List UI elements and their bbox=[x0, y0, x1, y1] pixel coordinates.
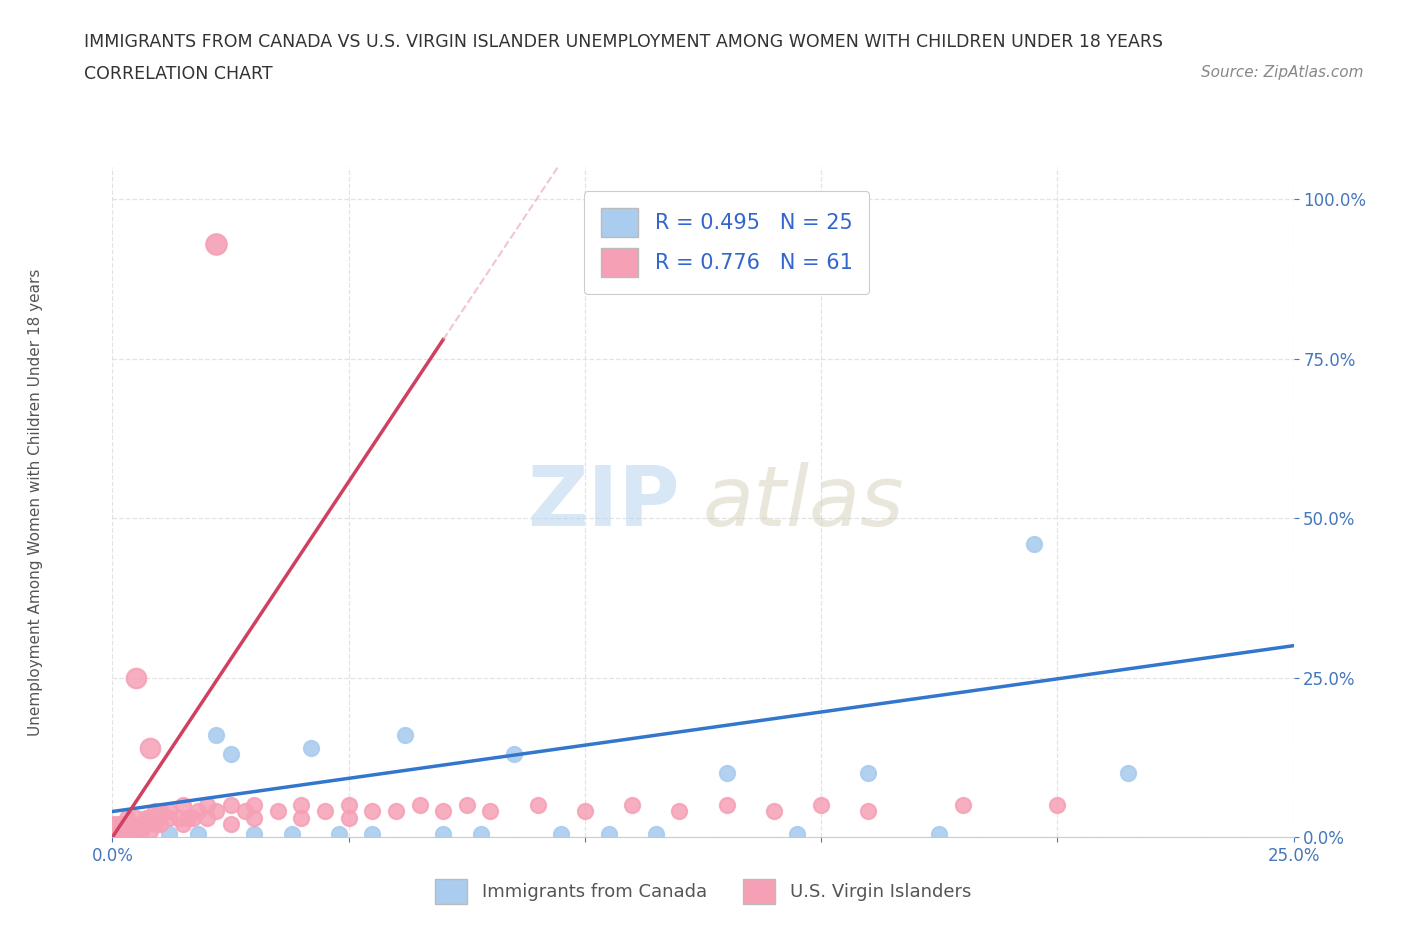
Point bbox=[172, 817, 194, 831]
Point bbox=[385, 804, 408, 819]
Text: CORRELATION CHART: CORRELATION CHART bbox=[84, 65, 273, 83]
Point bbox=[205, 804, 228, 819]
Point bbox=[432, 827, 454, 842]
Point bbox=[111, 817, 134, 831]
Point bbox=[550, 827, 572, 842]
Point bbox=[394, 727, 416, 742]
Point bbox=[1116, 765, 1139, 780]
Point bbox=[361, 804, 384, 819]
Point bbox=[129, 817, 152, 831]
Point bbox=[125, 823, 148, 838]
Point bbox=[716, 798, 738, 813]
Point bbox=[716, 765, 738, 780]
Point bbox=[219, 817, 242, 831]
Point bbox=[101, 817, 124, 831]
Point bbox=[337, 810, 360, 825]
Point bbox=[574, 804, 596, 819]
Point bbox=[139, 810, 162, 825]
Point bbox=[101, 827, 124, 842]
Point bbox=[810, 798, 832, 813]
Point bbox=[479, 804, 502, 819]
Point bbox=[290, 810, 312, 825]
Point bbox=[139, 810, 162, 825]
Point bbox=[219, 747, 242, 762]
Point bbox=[408, 798, 430, 813]
Point bbox=[233, 804, 256, 819]
Point bbox=[621, 798, 644, 813]
Point bbox=[143, 804, 166, 819]
Point bbox=[243, 798, 266, 813]
Point bbox=[328, 827, 350, 842]
Point bbox=[503, 747, 526, 762]
Text: atlas: atlas bbox=[703, 461, 904, 543]
Point bbox=[456, 798, 478, 813]
Point bbox=[952, 798, 974, 813]
Point bbox=[111, 823, 134, 838]
Point bbox=[135, 817, 157, 831]
Point bbox=[205, 236, 228, 251]
Point bbox=[299, 740, 322, 755]
Point bbox=[120, 817, 142, 831]
Point bbox=[314, 804, 336, 819]
Point bbox=[105, 817, 128, 831]
Point bbox=[786, 827, 808, 842]
Point bbox=[195, 810, 218, 825]
Point bbox=[149, 817, 172, 831]
Point bbox=[337, 798, 360, 813]
Point bbox=[432, 804, 454, 819]
Point bbox=[1022, 537, 1045, 551]
Point bbox=[167, 810, 190, 825]
Point bbox=[177, 810, 200, 825]
Point bbox=[115, 823, 138, 838]
Point bbox=[186, 804, 208, 819]
Point bbox=[125, 823, 148, 838]
Point bbox=[1046, 798, 1069, 813]
Text: Unemployment Among Women with Children Under 18 years: Unemployment Among Women with Children U… bbox=[28, 269, 42, 736]
Point bbox=[157, 827, 180, 842]
Legend: R = 0.495   N = 25, R = 0.776   N = 61: R = 0.495 N = 25, R = 0.776 N = 61 bbox=[583, 192, 869, 294]
Point bbox=[644, 827, 666, 842]
Point bbox=[135, 810, 157, 825]
Point bbox=[157, 804, 180, 819]
Text: IMMIGRANTS FROM CANADA VS U.S. VIRGIN ISLANDER UNEMPLOYMENT AMONG WOMEN WITH CHI: IMMIGRANTS FROM CANADA VS U.S. VIRGIN IS… bbox=[84, 33, 1163, 50]
Point bbox=[172, 798, 194, 813]
Point bbox=[526, 798, 548, 813]
Point bbox=[139, 823, 162, 838]
Point bbox=[181, 810, 204, 825]
Point bbox=[361, 827, 384, 842]
Point bbox=[668, 804, 690, 819]
Point bbox=[205, 727, 228, 742]
Point bbox=[120, 823, 142, 838]
Point bbox=[111, 817, 134, 831]
Point bbox=[762, 804, 785, 819]
Point bbox=[928, 827, 950, 842]
Text: ZIP: ZIP bbox=[527, 461, 679, 543]
Point bbox=[267, 804, 290, 819]
Point bbox=[143, 817, 166, 831]
Point bbox=[290, 798, 312, 813]
Point bbox=[195, 798, 218, 813]
Text: Source: ZipAtlas.com: Source: ZipAtlas.com bbox=[1201, 65, 1364, 80]
Point bbox=[125, 671, 148, 685]
Point bbox=[219, 798, 242, 813]
Point bbox=[157, 810, 180, 825]
Legend: Immigrants from Canada, U.S. Virgin Islanders: Immigrants from Canada, U.S. Virgin Isla… bbox=[427, 871, 979, 911]
Point bbox=[281, 827, 304, 842]
Point bbox=[139, 740, 162, 755]
Point bbox=[470, 827, 492, 842]
Point bbox=[186, 827, 208, 842]
Point bbox=[105, 827, 128, 842]
Point bbox=[858, 804, 880, 819]
Point bbox=[125, 810, 148, 825]
Point bbox=[115, 810, 138, 825]
Point bbox=[243, 810, 266, 825]
Point bbox=[598, 827, 620, 842]
Point bbox=[858, 765, 880, 780]
Point bbox=[149, 804, 172, 819]
Point bbox=[243, 827, 266, 842]
Point bbox=[129, 823, 152, 838]
